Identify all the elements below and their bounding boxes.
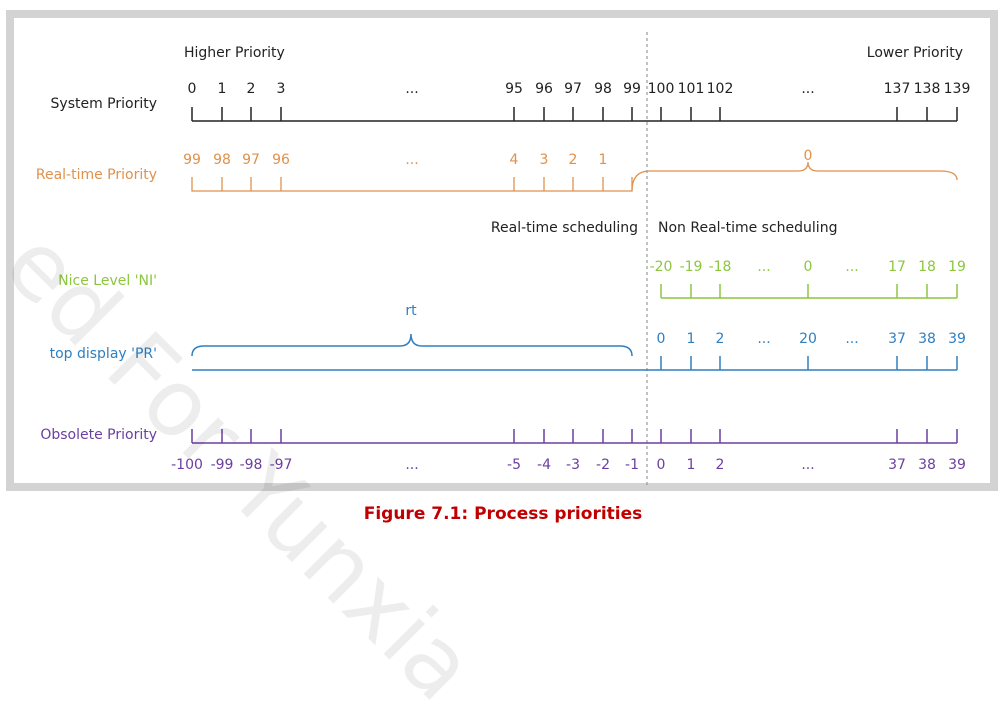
system-tick-label: 101 — [678, 81, 705, 97]
realtime-zero-brace — [631, 161, 958, 192]
system-tick-label: 1 — [218, 81, 227, 97]
system-ellipsis: ... — [405, 81, 418, 97]
system-tick-label: 138 — [914, 81, 941, 97]
system-tick-label: 139 — [944, 81, 971, 97]
realtime-priority-row: Real-time Priority 99 98 97 96 ... 4 3 2… — [36, 148, 958, 192]
realtime-tick-label: 99 — [183, 152, 201, 168]
nice-tick-label: -18 — [709, 259, 732, 275]
obsolete-tick-label: -98 — [240, 457, 263, 473]
nice-ellipsis: ... — [845, 259, 858, 275]
system-ellipsis: ... — [801, 81, 814, 97]
top-display-label: top display 'PR' — [50, 346, 157, 362]
nice-tick-label: 19 — [948, 259, 966, 275]
obsolete-tick-label: 0 — [657, 457, 666, 473]
system-tick-label: 99 — [623, 81, 641, 97]
realtime-tick-label: 96 — [272, 152, 290, 168]
obsolete-tick-label: -4 — [537, 457, 551, 473]
obsolete-tick-label: 2 — [716, 457, 725, 473]
system-tick-label: 102 — [707, 81, 734, 97]
obsolete-tick-label: -100 — [171, 457, 203, 473]
nice-level-label: Nice Level 'NI' — [58, 273, 157, 289]
system-tick-label: 0 — [188, 81, 197, 97]
realtime-tick-label: 97 — [242, 152, 260, 168]
top-tick-label: 2 — [716, 331, 725, 347]
realtime-scheduling-label: Real-time scheduling — [491, 220, 638, 236]
non-realtime-scheduling-label: Non Real-time scheduling — [658, 220, 837, 236]
realtime-ellipsis: ... — [405, 152, 418, 168]
nice-tick-marks — [660, 284, 958, 298]
realtime-bracket — [191, 177, 633, 192]
nice-level-row: Nice Level 'NI' -20 -19 -18 ... 0 ... 17… — [58, 259, 966, 299]
system-tick-label: 95 — [505, 81, 523, 97]
realtime-tick-label: 2 — [569, 152, 578, 168]
obsolete-tick-marks — [191, 429, 958, 443]
obsolete-tick-label: 39 — [948, 457, 966, 473]
figure-caption: Figure 7.1: Process priorities — [363, 504, 643, 524]
top-ellipsis: ... — [845, 331, 858, 347]
system-priority-label: System Priority — [51, 96, 157, 112]
top-tick-label: 37 — [888, 331, 906, 347]
nice-tick-label: 18 — [918, 259, 936, 275]
nice-tick-label: -19 — [680, 259, 703, 275]
top-ellipsis: ... — [757, 331, 770, 347]
system-tick-label: 96 — [535, 81, 553, 97]
realtime-tick-label: 3 — [540, 152, 549, 168]
obsolete-tick-label: -5 — [507, 457, 521, 473]
obsolete-ellipsis: ... — [801, 457, 814, 473]
nice-tick-label: 0 — [804, 259, 813, 275]
obsolete-tick-label: 37 — [888, 457, 906, 473]
higher-priority-header: Higher Priority — [184, 45, 285, 61]
system-tick-label: 100 — [648, 81, 675, 97]
obsolete-priority-label: Obsolete Priority — [40, 427, 157, 443]
obsolete-tick-label: 1 — [687, 457, 696, 473]
top-rt-brace — [191, 333, 633, 357]
system-priority-row: System Priority 0 1 2 3 ... 95 96 97 98 … — [51, 81, 971, 122]
realtime-zero-label: 0 — [804, 148, 813, 164]
system-tick-label: 2 — [247, 81, 256, 97]
lower-priority-header: Lower Priority — [867, 45, 963, 61]
system-tick-label: 97 — [564, 81, 582, 97]
obsolete-tick-label: -3 — [566, 457, 580, 473]
system-tick-label: 3 — [277, 81, 286, 97]
obsolete-priority-row: Obsolete Priority -100 -99 -98 -97 ... -… — [40, 427, 966, 473]
obsolete-tick-label: -1 — [625, 457, 639, 473]
nice-tick-label: -20 — [650, 259, 673, 275]
obsolete-tick-label: -97 — [270, 457, 293, 473]
top-tick-label: 20 — [799, 331, 817, 347]
realtime-priority-label: Real-time Priority — [36, 167, 157, 183]
nice-tick-label: 17 — [888, 259, 906, 275]
realtime-tick-label: 1 — [599, 152, 608, 168]
obsolete-tick-label: 38 — [918, 457, 936, 473]
top-display-row: top display 'PR' rt 0 1 2 ... 20 ... 37 … — [50, 303, 966, 371]
realtime-tick-marks — [221, 177, 604, 191]
top-tick-label: 0 — [657, 331, 666, 347]
nice-ellipsis: ... — [757, 259, 770, 275]
priority-diagram: Higher Priority Lower Priority System Pr… — [36, 32, 971, 488]
system-tick-marks — [191, 107, 958, 121]
realtime-tick-label: 98 — [213, 152, 231, 168]
obsolete-tick-label: -99 — [211, 457, 234, 473]
system-tick-label: 137 — [884, 81, 911, 97]
top-tick-label: 1 — [687, 331, 696, 347]
obsolete-ellipsis: ... — [405, 457, 418, 473]
top-tick-marks — [660, 356, 958, 370]
system-tick-label: 98 — [594, 81, 612, 97]
top-tick-label: 39 — [948, 331, 966, 347]
obsolete-tick-label: -2 — [596, 457, 610, 473]
figure-panel — [14, 18, 990, 483]
realtime-tick-label: 4 — [510, 152, 519, 168]
top-tick-label: 38 — [918, 331, 936, 347]
top-rt-label: rt — [405, 303, 417, 319]
